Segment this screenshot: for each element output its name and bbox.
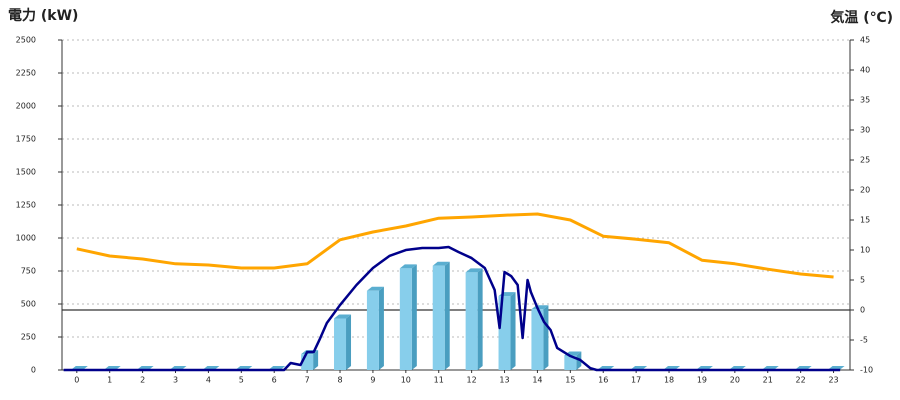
x-tick-label: 3 bbox=[173, 376, 178, 385]
x-tick-label: 16 bbox=[598, 376, 608, 385]
bar-side bbox=[477, 268, 483, 370]
y2-tick-label: 15 bbox=[860, 216, 870, 225]
y-tick-label: 1250 bbox=[16, 201, 36, 210]
bar bbox=[564, 355, 577, 370]
x-tick-label: 8 bbox=[337, 376, 342, 385]
y-tick-label: 0 bbox=[31, 366, 36, 375]
x-tick-label: 18 bbox=[664, 376, 674, 385]
x-tick-label: 13 bbox=[499, 376, 509, 385]
x-tick-label: 6 bbox=[272, 376, 277, 385]
x-tick-label: 4 bbox=[206, 376, 211, 385]
y-tick-label: 1000 bbox=[16, 234, 36, 243]
x-tick-label: 20 bbox=[730, 376, 740, 385]
x-tick-label: 14 bbox=[532, 376, 542, 385]
line bbox=[76, 212, 834, 279]
bar bbox=[531, 309, 544, 370]
x-tick-label: 7 bbox=[305, 376, 310, 385]
y-axis-title: 電力 (kW) bbox=[8, 7, 78, 24]
y-tick-label: 2000 bbox=[16, 102, 36, 111]
x-tick-label: 12 bbox=[467, 376, 477, 385]
bar-side bbox=[510, 292, 516, 370]
bar-top bbox=[399, 264, 417, 269]
y2-tick-label: 10 bbox=[860, 246, 870, 255]
bar-top bbox=[432, 261, 450, 266]
x-tick-label: 5 bbox=[239, 376, 244, 385]
bar-side bbox=[444, 261, 450, 370]
y2-tick-label: -5 bbox=[860, 336, 868, 345]
bar-top bbox=[334, 314, 352, 319]
y2-tick-label: 40 bbox=[860, 66, 870, 75]
bar bbox=[465, 272, 478, 370]
x-tick-label: 19 bbox=[697, 376, 707, 385]
x-tick-label: 1 bbox=[107, 376, 112, 385]
x-tick-label: 23 bbox=[828, 376, 838, 385]
bar-side bbox=[543, 305, 549, 370]
bar bbox=[432, 265, 445, 370]
y2-axis-title: 気温 (℃) bbox=[830, 9, 893, 26]
y-tick-label: 2250 bbox=[16, 69, 36, 78]
y-tick-label: 1500 bbox=[16, 168, 36, 177]
y-tick-label: 500 bbox=[21, 300, 36, 309]
bar-side bbox=[313, 350, 319, 370]
y2-tick-label: -10 bbox=[860, 366, 873, 375]
line bbox=[63, 245, 841, 372]
y2-tick-label: 30 bbox=[860, 126, 870, 135]
y-tick-label: 2500 bbox=[16, 36, 36, 45]
y2-tick-label: 35 bbox=[860, 96, 870, 105]
y2-tick-label: 25 bbox=[860, 156, 870, 165]
x-tick-label: 2 bbox=[140, 376, 145, 385]
x-tick-label: 15 bbox=[565, 376, 575, 385]
bar bbox=[399, 268, 412, 370]
x-tick-label: 22 bbox=[796, 376, 806, 385]
y-tick-label: 750 bbox=[21, 267, 36, 276]
x-tick-label: 10 bbox=[401, 376, 411, 385]
bar-side bbox=[346, 314, 352, 370]
bar bbox=[366, 290, 379, 370]
y2-tick-label: 20 bbox=[860, 186, 870, 195]
y2-tick-label: 0 bbox=[860, 306, 865, 315]
y-tick-label: 250 bbox=[21, 333, 36, 342]
bar bbox=[334, 318, 347, 370]
x-tick-label: 9 bbox=[370, 376, 375, 385]
x-tick-label: 21 bbox=[763, 376, 773, 385]
y2-tick-label: 45 bbox=[860, 36, 870, 45]
y-tick-label: 1750 bbox=[16, 135, 36, 144]
x-tick-label: 17 bbox=[631, 376, 641, 385]
bar-top bbox=[366, 286, 384, 291]
bar-side bbox=[411, 264, 417, 370]
y2-tick-label: 5 bbox=[860, 276, 865, 285]
x-tick-label: 11 bbox=[434, 376, 444, 385]
bar-side bbox=[378, 286, 384, 370]
bar-top bbox=[465, 268, 483, 273]
x-tick-label: 0 bbox=[74, 376, 79, 385]
